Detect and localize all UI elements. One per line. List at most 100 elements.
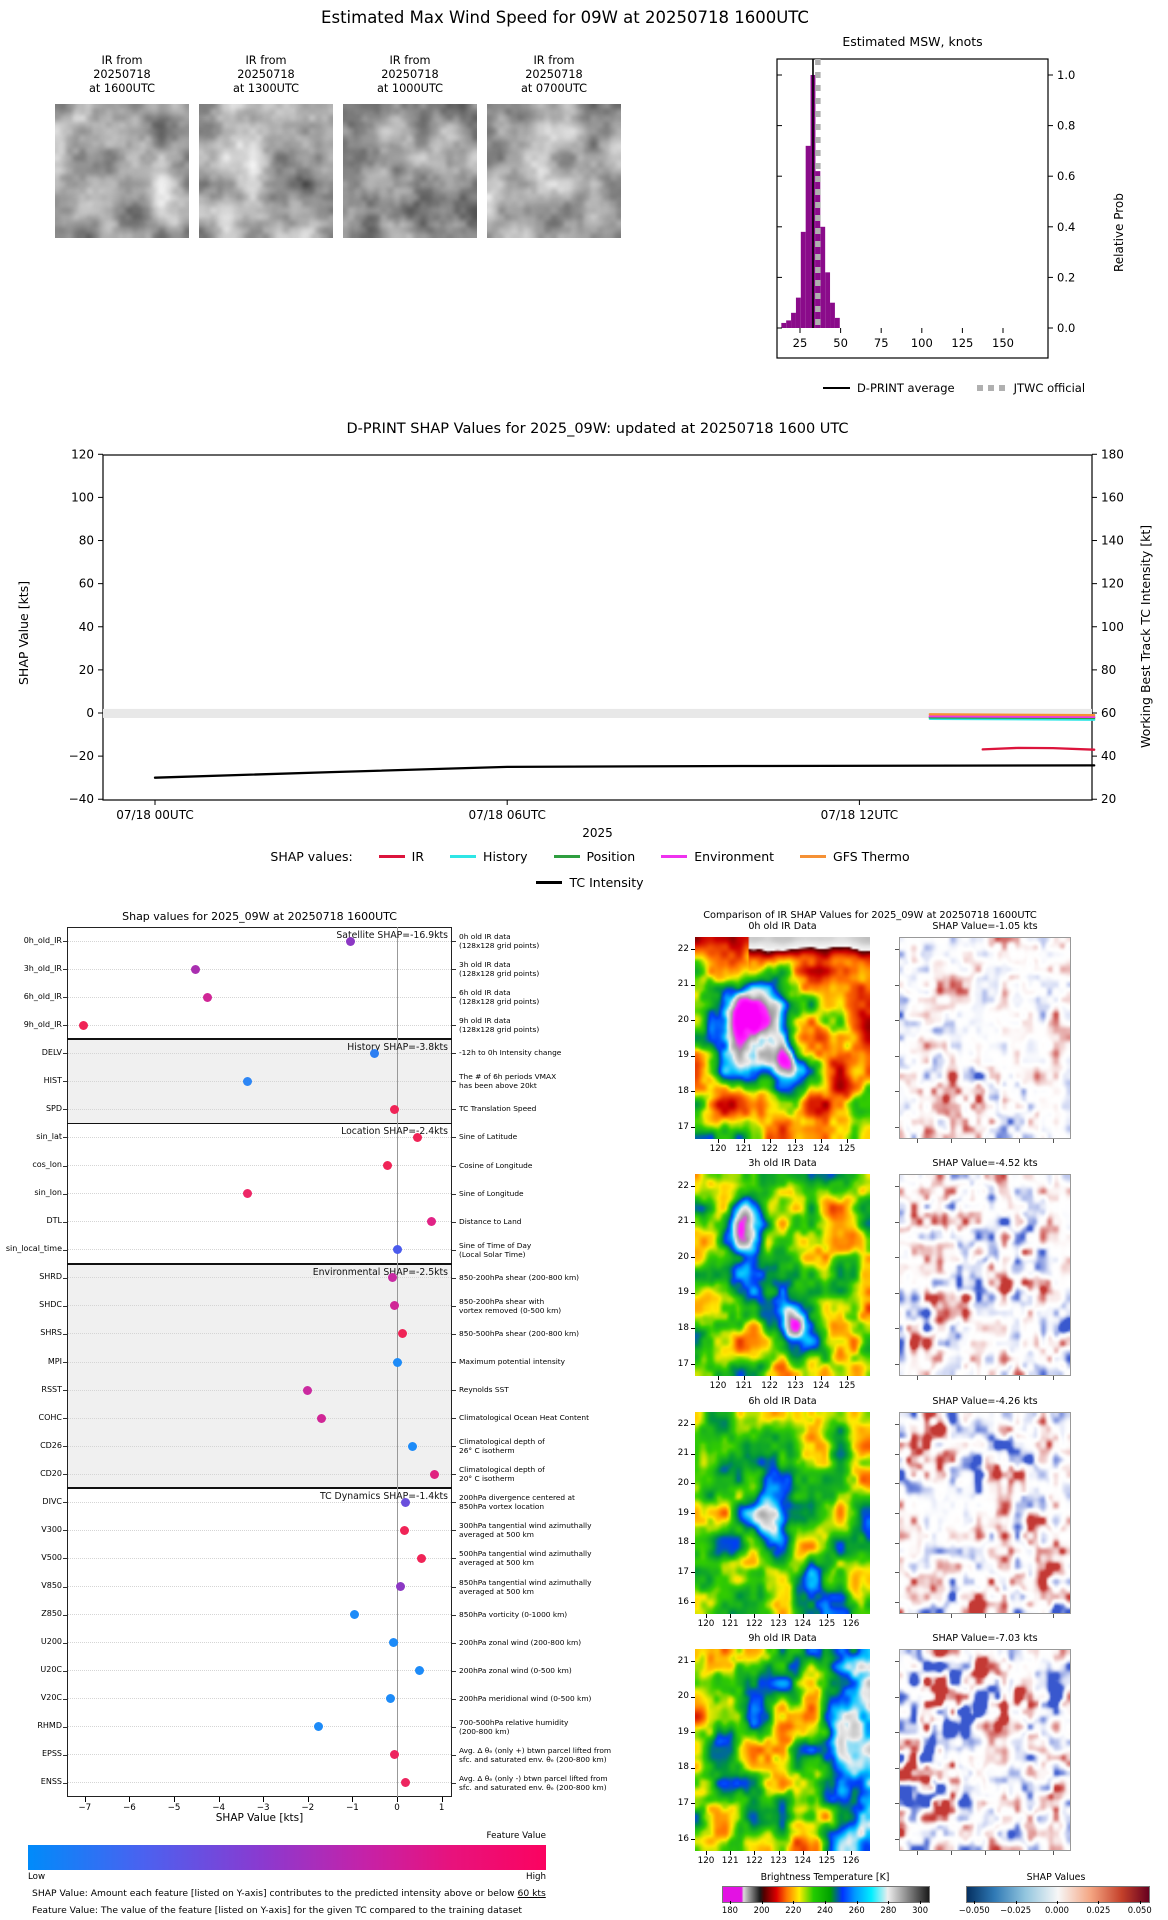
ir-xtick-label: 122 <box>761 1381 778 1391</box>
shap-xtick <box>985 1376 986 1380</box>
x-axis-tick <box>441 1797 443 1802</box>
ir-ytick-label: 22 <box>677 943 689 954</box>
x-axis-tick <box>174 1797 175 1802</box>
shap-xtick <box>951 1851 952 1855</box>
feature-row-label: RHMD <box>37 1721 62 1731</box>
feature-description: 200hPa meridional wind (0-500 km) <box>459 1693 592 1703</box>
ir-panel-title: 3h old IR Data <box>748 1158 817 1169</box>
ir-xtick <box>847 1139 848 1143</box>
ir-xtick-label: 125 <box>818 1856 836 1866</box>
svg-text:120: 120 <box>71 447 94 461</box>
ir-xtick-label: 120 <box>697 1856 715 1866</box>
feature-dot <box>390 1750 400 1760</box>
shap-timeseries-chart: 120 100 80 60 40 20 0 −20 −40 180 160 140 120 100 80 60… <box>69 447 1124 840</box>
ir-ytick-label: 18 <box>677 1537 689 1548</box>
svg-text:20: 20 <box>1101 792 1116 806</box>
feature-description: 200hPa zonal wind (0-500 km) <box>459 1665 572 1675</box>
feature-description: Reynolds SST <box>459 1385 509 1395</box>
ir-thumbnail-canvas <box>199 104 333 238</box>
row-gridline <box>68 1529 451 1531</box>
feature-dot <box>385 1694 395 1704</box>
shap-ytick <box>895 1091 899 1093</box>
legend-swatch <box>536 881 563 884</box>
section-header: History SHAP=-3.8kts <box>347 1042 448 1054</box>
histogram-bar <box>825 272 831 328</box>
shap-xtick <box>917 1614 918 1618</box>
row-tick-right <box>452 1193 456 1195</box>
shap-ytick <box>895 1364 899 1365</box>
svg-text:2025: 2025 <box>582 826 613 840</box>
x-axis-tick <box>218 1797 220 1802</box>
bt-tick-label: 220 <box>785 1905 802 1915</box>
ir-data-image <box>695 937 870 1139</box>
bt-tick <box>825 1901 826 1904</box>
shap-xtick <box>917 1139 918 1143</box>
feature-description: Climatological Ocean Heat Content <box>459 1413 589 1423</box>
row-tick-left <box>63 1474 67 1476</box>
shap-xtick <box>917 1376 918 1380</box>
feature-description: 850-200hPa shear (200-800 km) <box>459 1272 580 1282</box>
row-tick-right <box>452 1754 456 1756</box>
row-tick-left <box>63 1558 67 1560</box>
footnote-line1-text: SHAP Value: Amount each feature [listed … <box>32 1888 518 1899</box>
dprint-average-line-swatch <box>822 386 850 390</box>
feature-description: 850hPa vorticity (0-1000 km) <box>459 1609 568 1619</box>
histogram-bar <box>800 231 806 328</box>
row-gridline <box>68 1614 451 1616</box>
ir-xtick-label: 121 <box>735 1144 753 1154</box>
row-gridline <box>68 1670 451 1672</box>
bt-tick-label: 180 <box>721 1905 738 1915</box>
zero-shap-band <box>103 708 1092 718</box>
ir-ytick-label: 20 <box>677 1691 689 1702</box>
shap-panel-title: SHAP Value=-7.03 kts <box>932 1633 1038 1644</box>
feature-row-label: SHRD <box>39 1272 62 1282</box>
colorbar-high-label: High <box>526 1872 546 1882</box>
row-tick-right <box>452 1670 456 1672</box>
ir-thumbnail-image <box>343 104 477 238</box>
x-axis-tick <box>84 1797 86 1802</box>
timeseries-legend-title: SHAP values: <box>270 849 353 864</box>
svg-text:140: 140 <box>1101 534 1124 548</box>
row-tick-left <box>63 1053 67 1055</box>
row-gridline <box>68 1052 451 1054</box>
ir-ytick <box>691 949 695 950</box>
ir-ytick <box>691 1055 695 1057</box>
ir-ytick <box>691 1257 695 1259</box>
ir-ytick-label: 20 <box>677 1014 689 1025</box>
svg-text:0: 0 <box>86 706 94 720</box>
feature-description: 9h old IR data (128x128 grid points) <box>459 1016 540 1035</box>
row-tick-right <box>452 1474 456 1476</box>
svg-text:80: 80 <box>79 534 94 548</box>
shap-panel-title: SHAP Value=-4.26 kts <box>932 1396 1038 1407</box>
shap-ytick <box>895 1055 899 1057</box>
svg-text:100: 100 <box>1101 620 1124 634</box>
row-gridline <box>68 1165 451 1167</box>
shap-ytick <box>895 1513 899 1514</box>
shapcb-tick-label: 0.000 <box>1045 1905 1069 1915</box>
histogram-bar <box>781 322 787 328</box>
feature-description: The # of 6h periods VMAX has been above 2… <box>459 1072 557 1091</box>
ir-panel-title: 0h old IR Data <box>748 921 817 932</box>
legend-label: TC Intensity <box>569 875 644 890</box>
row-tick-left <box>63 1165 67 1167</box>
feature-row-label: 0h_old_IR <box>23 935 62 945</box>
shap-xtick <box>1019 1139 1020 1143</box>
svg-text:−40: −40 <box>69 792 94 806</box>
shap-ytick <box>895 1127 899 1128</box>
ir-ytick <box>691 1767 695 1769</box>
feature-row-label: EPSS <box>41 1749 62 1759</box>
feature-description: 300hPa tangential wind azimuthally averag… <box>459 1521 592 1540</box>
ir-xtick-label: 120 <box>709 1381 727 1391</box>
ir-xtick <box>730 1851 732 1855</box>
feature-row-label: U200 <box>40 1637 62 1647</box>
ir-xtick <box>769 1139 771 1143</box>
ir-ytick <box>691 1127 695 1128</box>
x-axis-tick-label: 0 <box>394 1803 400 1813</box>
histogram-bar <box>830 302 835 328</box>
ir-ytick <box>691 1803 695 1805</box>
feature-row-label: SPD <box>45 1103 62 1113</box>
ir-ytick-label: 19 <box>677 1507 689 1518</box>
feature-row-label: sin_local_time <box>5 1244 62 1254</box>
feature-row-label: CD20 <box>40 1468 62 1478</box>
feature-row-label: cos_lon <box>32 1160 62 1170</box>
